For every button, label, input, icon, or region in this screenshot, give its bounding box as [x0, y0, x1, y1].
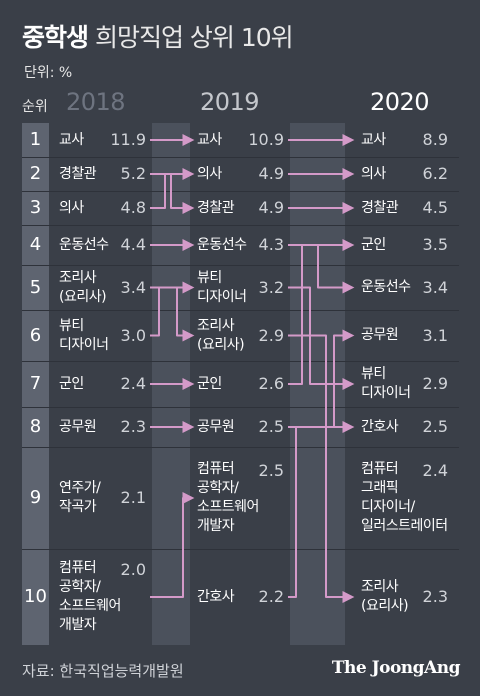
rank-number: 9	[29, 487, 42, 508]
job-label: 컴퓨터 그래픽 디자이너/일러스트레이터	[361, 461, 448, 534]
percentage-value: 11.9	[110, 130, 146, 149]
percentage-value: 2.4	[422, 461, 448, 480]
rank-number: 7	[29, 373, 42, 394]
row-divider	[22, 447, 459, 448]
rank-number: 6	[29, 324, 42, 346]
rank-header: 순위	[22, 99, 48, 115]
job-label: 운동선수	[59, 236, 109, 253]
percentage-value: 3.4	[120, 277, 146, 297]
percentage-value: 2.3	[120, 417, 146, 436]
job-label: 간호사	[361, 418, 399, 435]
unit-label: 단위: %	[24, 65, 73, 81]
year-2019: 2019	[200, 88, 260, 116]
row-divider	[22, 191, 459, 192]
percentage-value: 2.0	[120, 560, 146, 579]
percentage-value: 3.4	[422, 277, 448, 297]
job-label: 군인	[59, 375, 84, 392]
row-divider	[22, 265, 459, 266]
percentage-value: 6.2	[422, 164, 448, 183]
publisher-logo: The JoongAng	[331, 658, 461, 678]
job-label: 운동선수	[361, 279, 411, 295]
job-label: 운동선수	[197, 236, 247, 253]
job-label: 공무원	[197, 418, 235, 435]
job-label: 조리사 (요리사)	[197, 317, 245, 353]
percentage-value: 4.9	[258, 198, 284, 217]
rank-number: 2	[29, 163, 42, 184]
chart-title: 중학생 희망직업 상위 10위	[22, 18, 294, 54]
percentage-value: 2.5	[422, 417, 448, 436]
job-label: 경찰관	[59, 165, 97, 182]
percentage-value: 2.4	[120, 374, 146, 393]
job-label: 뷰티 디자이너	[59, 317, 109, 353]
percentage-value: 2.9	[422, 374, 448, 393]
rank-number: 8	[29, 416, 42, 437]
gap-band-1	[152, 123, 190, 645]
percentage-value: 4.3	[258, 235, 284, 254]
percentage-value: 2.2	[258, 587, 284, 606]
percentage-value: 2.6	[258, 374, 284, 393]
title-rest: 희망직업 상위 10위	[94, 23, 294, 52]
job-label: 공무원	[59, 418, 97, 435]
row-divider	[22, 549, 459, 550]
percentage-value: 3.0	[120, 325, 146, 345]
source-note: 자료: 한국직업능력개발원	[22, 662, 184, 680]
rank-number: 3	[29, 197, 42, 218]
rank-number: 4	[29, 234, 42, 255]
rank-number: 10	[24, 586, 47, 607]
job-label: 조리사 (요리사)	[361, 579, 409, 614]
job-label: 뷰티 디자이너	[197, 269, 247, 305]
percentage-value: 3.2	[258, 277, 284, 297]
percentage-value: 10.9	[248, 130, 284, 149]
percentage-value: 2.5	[258, 417, 284, 436]
percentage-value: 2.5	[258, 461, 284, 480]
percentage-value: 3.1	[422, 325, 448, 345]
job-label: 컴퓨터 공학자/소프트웨어 개발자	[59, 560, 121, 633]
percentage-value: 8.9	[422, 130, 448, 149]
title-bold: 중학생	[22, 23, 89, 52]
job-label: 연주가/작곡가	[59, 480, 101, 515]
job-label: 의사	[197, 165, 222, 182]
job-label: 뷰티 디자이너	[361, 366, 411, 401]
job-label: 경찰관	[361, 199, 399, 216]
job-label: 군인	[361, 236, 386, 253]
year-2020: 2020	[370, 88, 430, 116]
percentage-value: 3.5	[422, 235, 448, 254]
job-label: 조리사 (요리사)	[59, 269, 107, 305]
percentage-value: 4.5	[422, 198, 448, 217]
percentage-value: 4.4	[120, 235, 146, 254]
job-label: 군인	[197, 375, 222, 392]
percentage-value: 2.1	[120, 488, 146, 507]
job-label: 의사	[59, 199, 84, 216]
job-label: 교사	[197, 131, 222, 148]
percentage-value: 4.9	[258, 164, 284, 183]
job-label: 교사	[361, 131, 386, 148]
row-divider	[22, 361, 459, 362]
percentage-value: 4.8	[120, 198, 146, 217]
row-divider	[22, 407, 459, 408]
percentage-value: 2.9	[258, 325, 284, 345]
row-divider	[22, 157, 459, 158]
job-label: 의사	[361, 165, 386, 182]
rank-number: 1	[29, 129, 42, 150]
rank-column	[22, 123, 49, 645]
job-label: 교사	[59, 131, 84, 148]
rank-number: 5	[29, 276, 42, 298]
job-label: 간호사	[197, 588, 235, 605]
job-label: 공무원	[361, 327, 399, 343]
percentage-value: 5.2	[120, 164, 146, 183]
percentage-value: 2.3	[422, 587, 448, 606]
year-2018: 2018	[66, 88, 126, 116]
row-divider	[22, 225, 459, 226]
gap-band-2	[290, 123, 345, 645]
job-label: 컴퓨터 공학자/소프트웨어 개발자	[197, 461, 259, 534]
row-divider	[22, 310, 459, 311]
job-label: 경찰관	[197, 199, 235, 216]
